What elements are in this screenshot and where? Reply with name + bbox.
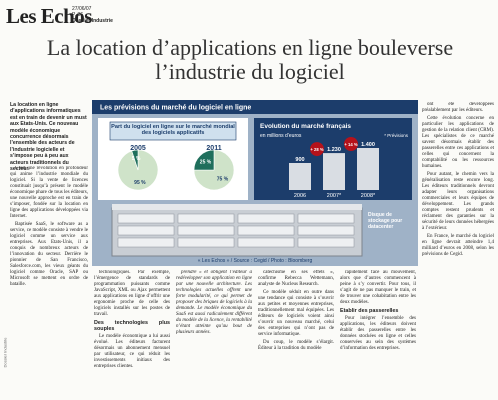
paragraph: Pour autant, le chemin vers la généralis… (422, 172, 494, 231)
subhead: Des technologies plus souples (94, 320, 170, 332)
column: rapidement face au mouvement, alors que … (340, 270, 416, 398)
column: catéchisme en ses effets », confirme Reb… (258, 270, 334, 398)
paragraph: En France, le marché du logiciel en lign… (422, 234, 494, 257)
date: 27/06/07 (72, 6, 92, 12)
x-tick-label: 2008* (361, 193, 376, 199)
pie-slice (193, 149, 235, 191)
pie-value-label: 25 % (200, 160, 212, 166)
paragraph: Pour intégrer l’ensemble des application… (340, 316, 416, 351)
caption-holder: Disque de stockage pour datacenter (368, 212, 403, 230)
bar-value-label: 1.400 (361, 142, 375, 148)
credit: « Les Echos » / Source : Cegid / Photo :… (198, 258, 313, 264)
infographic-title: Les prévisions du marché du logiciel en … (100, 105, 251, 112)
x-tick-label: 2006 (294, 193, 306, 199)
pie-title-box (109, 121, 237, 141)
pie-value-label: 5 % (132, 156, 141, 162)
column: technologiques. Par exemple, l’émergence… (94, 270, 170, 398)
paragraph: prendre » et obligent l’éditeur à redéve… (176, 270, 252, 335)
paragraph: C’est une révolution en profondeur qui a… (10, 166, 88, 219)
paragraph: catéchisme en ses effets », confirme Reb… (258, 270, 334, 287)
bar (289, 163, 311, 190)
bar (323, 153, 345, 190)
bar-subtitle: en millions d’euros (260, 133, 302, 139)
side-note: Dossier Industrie (2, 337, 8, 368)
column: C’est une révolution en profondeur qui a… (10, 166, 88, 396)
x-tick-label: 2007* (327, 193, 342, 199)
bar-title: Evolution du marché français (260, 123, 351, 130)
column: ont été développées préalablement par le… (422, 102, 494, 398)
photo-caption: Disque de stockage pour datacenter (368, 212, 403, 230)
pie-label: 2005 (130, 145, 146, 152)
paragraph: Cette évolution concerne en particulier … (422, 116, 494, 169)
server-photo (111, 204, 363, 257)
paragraph: Baptisée SaaS, le software as a service,… (10, 222, 88, 287)
infographic: Les prévisions du marché du logiciel en … (92, 100, 418, 266)
pie-value-label: 75 % (217, 176, 229, 182)
paragraph: ont été développées préalablement par le… (422, 102, 494, 113)
bar (357, 148, 379, 190)
pie-title: Part du logiciel en ligne sur le marché … (111, 124, 235, 136)
growth-label: + 14 % (344, 142, 357, 147)
pie-value-label: 95 % (134, 180, 146, 186)
headline: La location d’applications en ligne boul… (46, 35, 454, 84)
lead: La location en ligne d’applications info… (10, 102, 87, 173)
section: Dossier Industrie (72, 18, 113, 24)
bar-value-label: 900 (295, 157, 304, 163)
paragraph: rapidement face au mouvement, alors que … (340, 270, 416, 305)
pie-slice (131, 149, 139, 171)
growth-badge (310, 142, 324, 157)
column: prendre » et obligent l’éditeur à redéve… (176, 270, 252, 398)
growth-label: + 28 % (310, 147, 323, 152)
pie-slice (193, 149, 215, 171)
subhead: Etablir des passerelles (340, 308, 399, 314)
logo: Les Echos (6, 4, 92, 28)
paragraph: technologiques. Par exemple, l’émergence… (94, 270, 170, 317)
growth-badge (344, 137, 358, 151)
paragraph: Ce modèle séduit en outre dans une tenda… (258, 290, 334, 337)
pie-title-holder: Part du logiciel en ligne sur le marché … (111, 124, 235, 136)
header-meta: 27/06/07 P. 36 Dossier Industrie (72, 6, 113, 24)
infographic-header (92, 100, 418, 114)
paragraph: Du coup, le modèle s’élargit. Éditeur à … (258, 340, 334, 351)
pie-label: 2011 (206, 145, 221, 152)
paragraph: Le modèle économique a lui aussi évolué.… (94, 334, 170, 369)
bar-value-label: 1.230 (327, 147, 341, 153)
page-number: P. 36 (72, 12, 84, 18)
bar-note: * Prévisions (384, 133, 409, 138)
